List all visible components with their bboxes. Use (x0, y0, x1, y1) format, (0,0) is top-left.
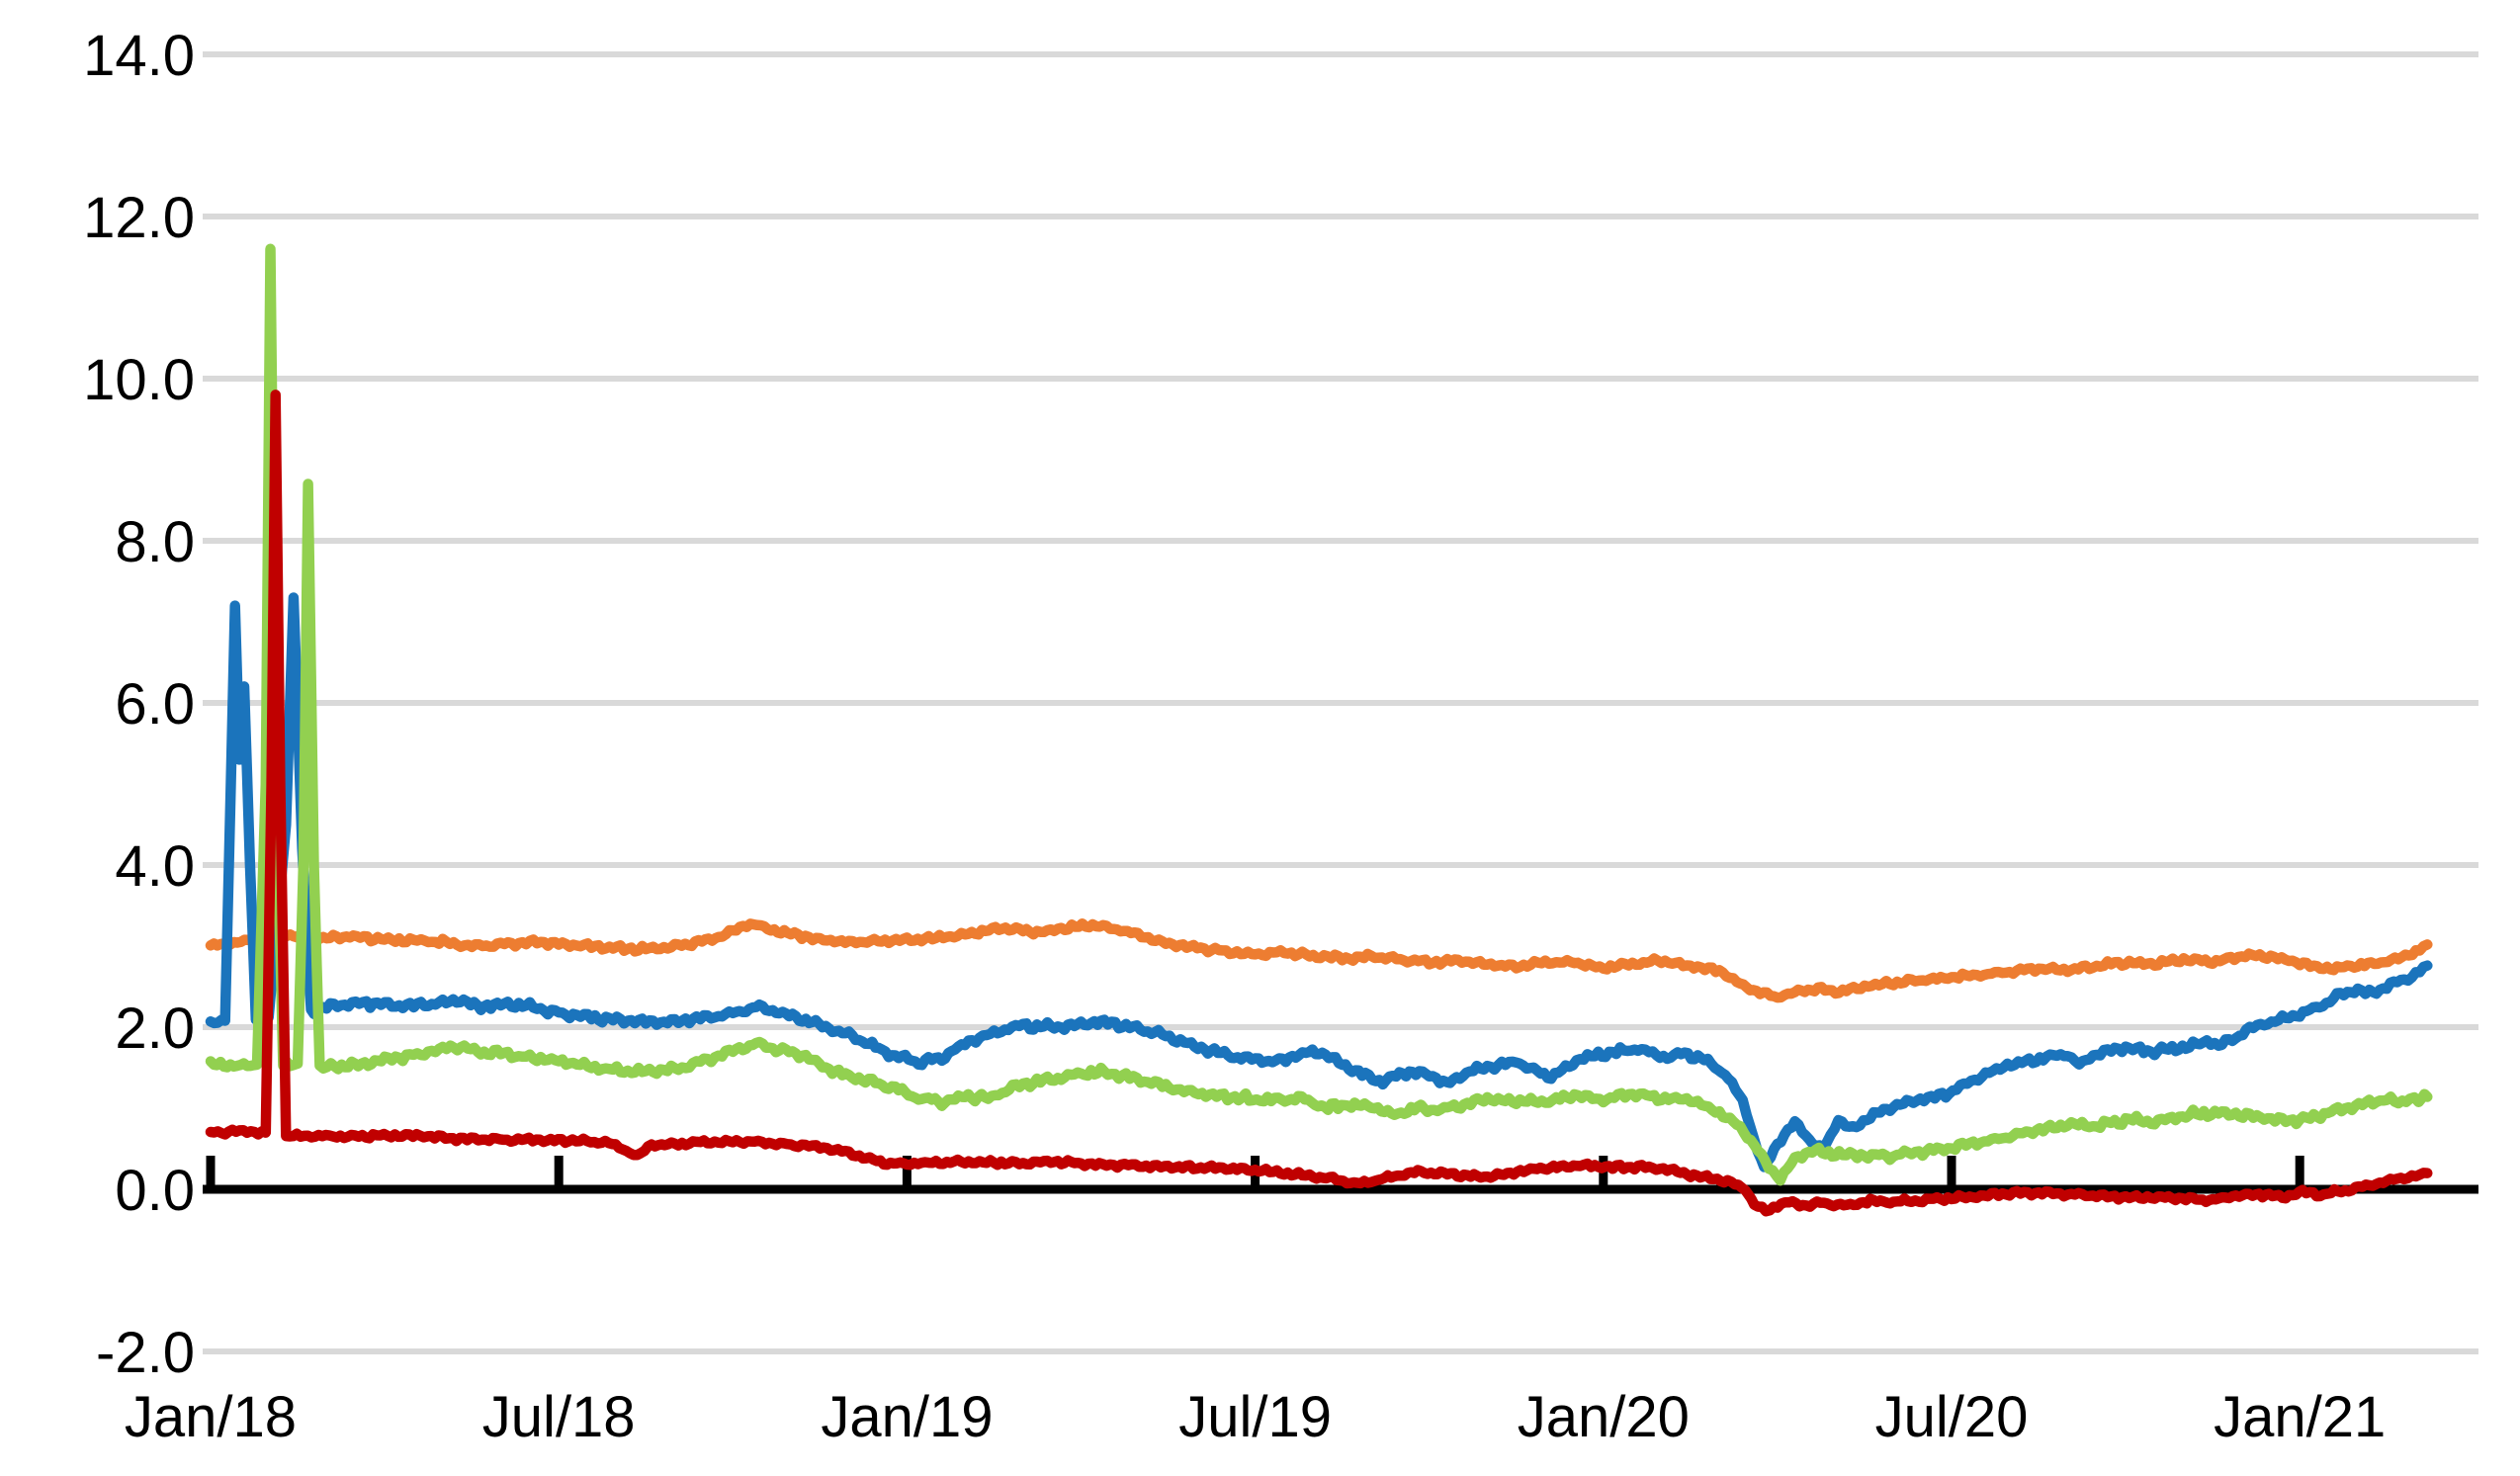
y-tick-label-12.0: 12.0 (83, 186, 195, 250)
x-tick-label-Jan/18: Jan/18 (125, 1385, 297, 1449)
gridlines-group (203, 51, 2478, 1354)
series-line-orange (205, 917, 2433, 1003)
y-tick-label-14.0: 14.0 (83, 24, 195, 88)
y-tick-label--2.0: -2.0 (96, 1321, 195, 1385)
y-tick-label-0.0: 0.0 (115, 1159, 195, 1223)
x-tick-label-Jan/20: Jan/20 (1518, 1385, 1690, 1449)
series-group (205, 243, 2433, 1217)
y-tick-label-10.0: 10.0 (83, 348, 195, 412)
series-line-blue (205, 592, 2433, 1172)
x-tick-label-Jan/19: Jan/19 (821, 1385, 993, 1449)
y-tick-label-4.0: 4.0 (115, 834, 195, 899)
x-tick-label-Jul/19: Jul/19 (1178, 1385, 1332, 1449)
x-tick-label-Jul/20: Jul/20 (1875, 1385, 2029, 1449)
y-tick-label-8.0: 8.0 (115, 510, 195, 574)
series-line-green (205, 243, 2433, 1186)
y-tick-label-6.0: 6.0 (115, 672, 195, 737)
x-tick-label-Jul/18: Jul/18 (482, 1385, 636, 1449)
y-tick-label-2.0: 2.0 (115, 997, 195, 1061)
series-line-red (205, 390, 2433, 1217)
x-tick-label-Jan/21: Jan/21 (2214, 1385, 2386, 1449)
